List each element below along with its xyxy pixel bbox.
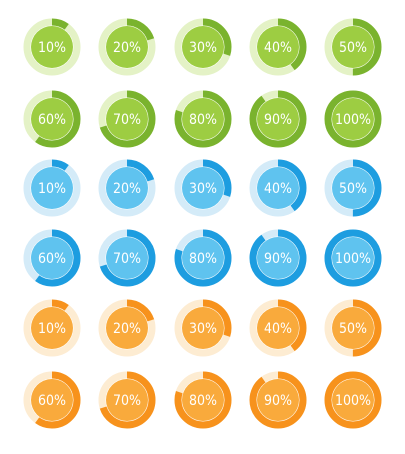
percent-label: 100% [335, 393, 371, 409]
progress-arc [324, 159, 382, 217]
inner-disc [332, 379, 374, 421]
percent-label: 10% [38, 40, 66, 56]
inner-disc [106, 379, 148, 421]
inner-disc [182, 379, 224, 421]
inner-disc [106, 167, 148, 209]
percent-label: 50% [339, 40, 367, 56]
progress-arc [174, 299, 232, 357]
percent-label: 100% [335, 251, 371, 267]
percent-label: 30% [189, 321, 217, 337]
percent-label: 50% [339, 321, 367, 337]
progress-arc [23, 159, 81, 217]
inner-disc [182, 167, 224, 209]
percent-label: 100% [335, 112, 371, 128]
inner-disc [106, 307, 148, 349]
percent-label: 90% [264, 112, 292, 128]
inner-disc [31, 98, 73, 140]
inner-disc [106, 98, 148, 140]
percent-label: 10% [38, 181, 66, 197]
progress-arc [23, 18, 81, 76]
inner-disc [332, 98, 374, 140]
inner-disc [106, 26, 148, 68]
progress-arc [249, 90, 307, 148]
progress-arc [174, 229, 232, 287]
inner-disc [31, 26, 73, 68]
percent-label: 80% [189, 251, 217, 267]
percent-label: 80% [189, 393, 217, 409]
inner-disc [332, 167, 374, 209]
inner-disc [257, 307, 299, 349]
percent-label: 70% [113, 393, 141, 409]
progress-arc [98, 159, 156, 217]
inner-disc [31, 237, 73, 279]
percent-label: 60% [38, 251, 66, 267]
inner-disc [31, 379, 73, 421]
percent-label: 60% [38, 112, 66, 128]
inner-disc [257, 167, 299, 209]
progress-arc [324, 299, 382, 357]
inner-disc [182, 26, 224, 68]
progress-arc [98, 299, 156, 357]
inner-disc [257, 26, 299, 68]
inner-disc [182, 98, 224, 140]
percent-label: 70% [113, 251, 141, 267]
progress-arc [324, 229, 382, 287]
inner-disc [31, 307, 73, 349]
progress-arc [98, 371, 156, 429]
inner-disc [182, 237, 224, 279]
inner-disc [31, 167, 73, 209]
percent-label: 50% [339, 181, 367, 197]
progress-arc [174, 371, 232, 429]
progress-arc [174, 18, 232, 76]
percent-label: 20% [113, 321, 141, 337]
inner-disc [257, 379, 299, 421]
progress-arc [249, 299, 307, 357]
inner-disc [332, 307, 374, 349]
inner-disc [182, 307, 224, 349]
percent-label: 20% [113, 181, 141, 197]
inner-disc [332, 26, 374, 68]
percent-label: 60% [38, 393, 66, 409]
progress-arc [174, 159, 232, 217]
percent-label: 40% [264, 181, 292, 197]
progress-arc [249, 18, 307, 76]
percent-label: 30% [189, 181, 217, 197]
percent-label: 70% [113, 112, 141, 128]
progress-arc [249, 229, 307, 287]
inner-disc [332, 237, 374, 279]
progress-arc [98, 90, 156, 148]
progress-arc [324, 90, 382, 148]
progress-arc [23, 299, 81, 357]
progress-arc [249, 159, 307, 217]
percent-label: 40% [264, 321, 292, 337]
percent-label: 90% [264, 251, 292, 267]
inner-disc [106, 237, 148, 279]
percent-label: 40% [264, 40, 292, 56]
progress-arc [324, 18, 382, 76]
percent-label: 30% [189, 40, 217, 56]
percent-label: 20% [113, 40, 141, 56]
percent-label: 80% [189, 112, 217, 128]
progress-arc [174, 90, 232, 148]
percent-label: 90% [264, 393, 292, 409]
progress-arc [23, 229, 81, 287]
inner-disc [257, 237, 299, 279]
percent-label: 10% [38, 321, 66, 337]
progress-arc [249, 371, 307, 429]
progress-arc [23, 371, 81, 429]
progress-arc [98, 229, 156, 287]
progress-arc [23, 90, 81, 148]
progress-arc [98, 18, 156, 76]
inner-disc [257, 98, 299, 140]
progress-arc [324, 371, 382, 429]
